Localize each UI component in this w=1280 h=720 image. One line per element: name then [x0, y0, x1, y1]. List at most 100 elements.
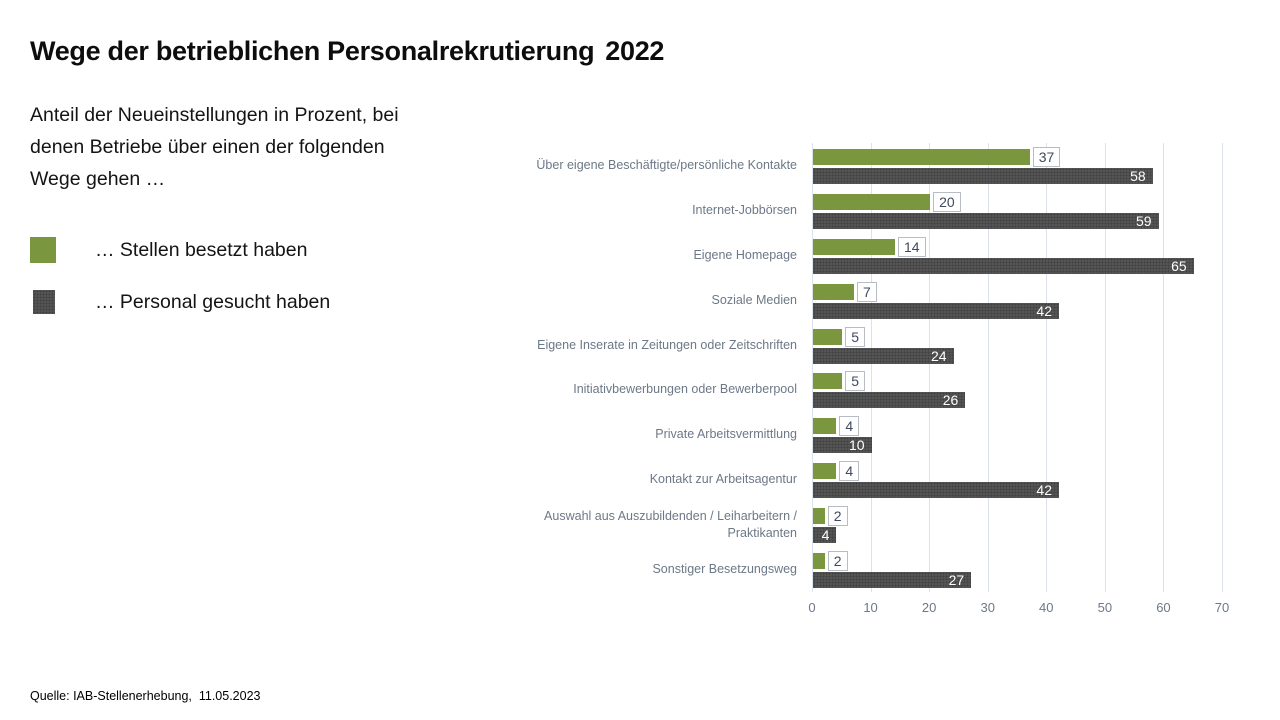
value-label-personal-gesucht: 4	[821, 527, 830, 544]
gridline	[987, 143, 989, 592]
row-bars: 7 42	[812, 278, 1223, 323]
category-label: Eigene Homepage	[693, 247, 797, 262]
chart-subtitle: Anteil der Neueinstellungen in Prozent, …	[30, 104, 399, 190]
bar-personal-gesucht	[813, 527, 837, 544]
value-label-stellen-besetzt: 2	[827, 551, 848, 572]
legend-label-stellen-besetzt: … Stellen besetzt haben	[95, 238, 308, 261]
value-label-personal-gesucht: 58	[1130, 168, 1146, 184]
x-axis-tick-label: 50	[1097, 600, 1113, 615]
value-label-stellen-besetzt: 4	[839, 416, 860, 437]
bar-stellen-besetzt	[813, 328, 843, 345]
gridline	[1046, 143, 1048, 592]
x-axis-tick-label: 0	[808, 600, 816, 615]
category-label: Initiativbewerbungen oder Bewerberpool	[573, 382, 797, 397]
row-bars: 4 42	[812, 457, 1223, 502]
row-bars: 4 10	[812, 412, 1223, 457]
bar-personal-gesucht	[813, 257, 1194, 274]
chart-row: Eigene Homepage 14 65	[450, 233, 1240, 278]
source-note: Quelle: IAB-Stellenerhebung, 11.05.2023	[30, 689, 261, 703]
legend: … Stellen besetzt haben … Personal gesuc…	[30, 237, 330, 341]
gridline	[1163, 143, 1165, 592]
x-axis-tick-label: 20	[921, 600, 937, 615]
row-bars: 20 59	[812, 188, 1223, 233]
gridline	[1104, 143, 1106, 592]
gridline	[812, 143, 813, 592]
bar-stellen-besetzt	[813, 553, 825, 570]
x-axis-tick-label: 40	[1039, 600, 1054, 615]
x-axis-tick-label: 60	[1156, 600, 1171, 615]
category-label: Über eigene Beschäftigte/persönliche Kon…	[536, 158, 797, 172]
bar-personal-gesucht	[813, 437, 872, 454]
category-label: Sonstiger Besetzungsweg	[652, 562, 797, 577]
x-axis-tick-label: 70	[1214, 600, 1230, 615]
chart-row: Initiativbewerbungen oder Bewerberpool 5 2…	[450, 367, 1240, 412]
gridline	[870, 143, 872, 592]
legend-swatch-green	[30, 237, 56, 263]
bar-stellen-besetzt	[813, 463, 837, 480]
chart-row: Auswahl aus Auszubildenden / Leiharbeite…	[450, 502, 1240, 547]
value-label-stellen-besetzt: 5	[845, 326, 866, 347]
chart-row: Internet-Jobbörsen 20 59	[450, 188, 1240, 233]
gridlines	[812, 143, 1224, 592]
bar-personal-gesucht	[813, 212, 1159, 229]
value-label-personal-gesucht: 65	[1171, 257, 1187, 274]
bar-stellen-besetzt	[813, 418, 837, 435]
legend-swatch-gray	[33, 290, 55, 314]
bar-personal-gesucht	[813, 392, 966, 409]
legend-label-personal-gesucht: … Personal gesucht haben	[95, 290, 331, 313]
value-label-personal-gesucht: 27	[948, 572, 965, 589]
bar-stellen-besetzt	[813, 238, 895, 255]
category-label: Private Arbeitsvermittlung	[655, 427, 797, 442]
category-label: Eigene Inserate in Zeitungen oder Zeitsc…	[537, 337, 797, 352]
category-label: Soziale Medien	[711, 292, 797, 307]
row-bars: 5 26	[812, 367, 1223, 412]
bar-stellen-besetzt	[813, 193, 931, 210]
x-axis-tick-label: 10	[863, 600, 878, 615]
row-bars: 2 27	[812, 547, 1223, 592]
chart-row: Sonstiger Besetzungsweg 2 27	[450, 547, 1240, 592]
chart-row: Kontakt zur Arbeitsagentur 4 42	[450, 457, 1240, 502]
gridline	[1222, 143, 1223, 592]
value-label-stellen-besetzt: 7	[857, 281, 877, 302]
title-text: Wege der betrieblichen Personalrekrutier…	[30, 36, 595, 66]
value-label-stellen-besetzt: 2	[827, 506, 848, 527]
chart-rows: Über eigene Beschäftigte/persönliche Kon…	[450, 143, 1240, 592]
page-title: Wege der betrieblichen Personalrekrutier…	[30, 36, 664, 67]
value-label-personal-gesucht: 26	[942, 392, 959, 409]
bar-personal-gesucht	[813, 572, 972, 589]
x-axis-tick-label: 30	[980, 600, 995, 615]
bar-stellen-besetzt	[813, 283, 854, 300]
value-label-personal-gesucht: 42	[1036, 302, 1052, 319]
bar-stellen-besetzt	[813, 508, 825, 525]
bar-personal-gesucht	[813, 347, 954, 364]
bar-personal-gesucht	[813, 168, 1153, 184]
bar-personal-gesucht	[813, 482, 1059, 499]
value-label-stellen-besetzt: 14	[898, 236, 926, 257]
value-label-personal-gesucht: 59	[1135, 212, 1152, 229]
row-bars: 14 65	[812, 233, 1223, 278]
chart-row: Eigene Inserate in Zeitungen oder Zeitsc…	[450, 323, 1240, 368]
value-label-stellen-besetzt: 37	[1032, 147, 1061, 167]
gridline	[929, 143, 931, 592]
value-label-stellen-besetzt: 20	[933, 191, 961, 212]
category-label: Kontakt zur Arbeitsagentur	[649, 472, 797, 487]
chart-row: Private Arbeitsvermittlung 4 10	[450, 412, 1240, 457]
title-year: 2022	[605, 36, 665, 66]
value-label-personal-gesucht: 10	[848, 437, 865, 454]
bar-chart: Über eigene Beschäftigte/persönliche Kon…	[450, 143, 1240, 615]
value-label-stellen-besetzt: 4	[839, 461, 860, 482]
value-label-personal-gesucht: 42	[1036, 482, 1052, 499]
value-label-stellen-besetzt: 5	[845, 371, 866, 392]
category-label: Internet-Jobbörsen	[692, 202, 797, 217]
chart-row: Über eigene Beschäftigte/persönliche Kon…	[450, 143, 1240, 188]
x-axis: 0 10 20 30 40 50 60 70	[450, 600, 1240, 620]
category-label: Auswahl aus Auszubildenden / Leiharbeite…	[544, 508, 797, 540]
chart-row: Soziale Medien 7 42	[450, 278, 1240, 323]
row-bars: 5 24	[812, 323, 1223, 368]
bar-stellen-besetzt	[813, 149, 1030, 165]
bar-stellen-besetzt	[813, 373, 843, 390]
row-bars: 37 58	[812, 143, 1223, 188]
legend-item-personal-gesucht: … Personal gesucht haben	[30, 290, 330, 314]
legend-item-stellen-besetzt: … Stellen besetzt haben	[30, 237, 330, 263]
